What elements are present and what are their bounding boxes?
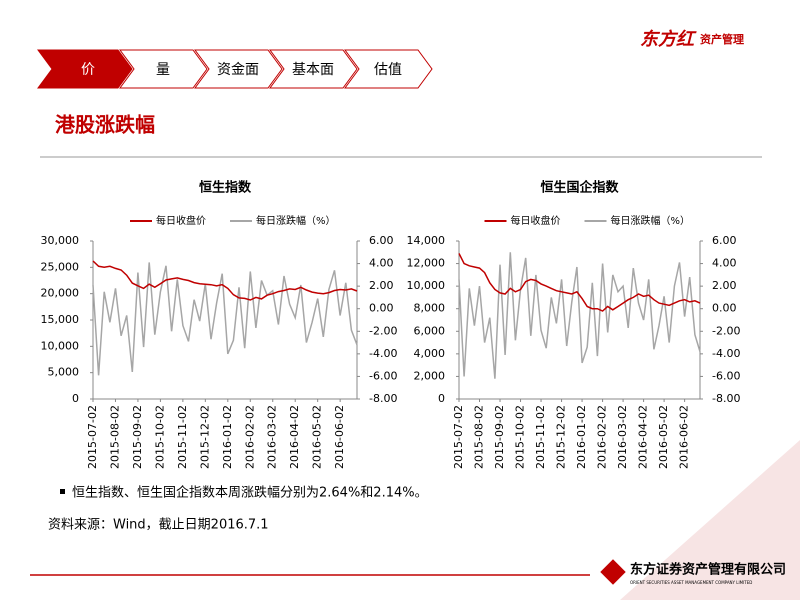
x-tick-label: 2016-01-02 bbox=[221, 405, 234, 469]
y2-tick-label: -4.00 bbox=[712, 347, 740, 360]
decor bbox=[620, 440, 800, 600]
logo-sub: 资产管理 bbox=[700, 32, 744, 46]
y2-tick-label: 2.00 bbox=[369, 279, 394, 292]
y2-tick-label: 4.00 bbox=[369, 257, 394, 270]
y2-tick-label: -6.00 bbox=[712, 369, 740, 382]
bullet bbox=[60, 489, 65, 494]
heading: 港股涨跌幅 bbox=[55, 113, 155, 137]
x-tick-label: 2015-11-02 bbox=[534, 405, 547, 469]
legend-label: 每日收盘价 bbox=[511, 214, 561, 227]
nav-label: 价 bbox=[81, 62, 95, 78]
y-tick-label: 15,000 bbox=[41, 313, 80, 326]
company: 东方证券资产管理有限公司 bbox=[630, 562, 786, 578]
x-tick-label: 2016-06-02 bbox=[333, 405, 346, 469]
x-tick-label: 2015-07-02 bbox=[452, 405, 465, 469]
y-tick-label: 12,000 bbox=[407, 257, 446, 270]
y-tick-label: 8,000 bbox=[414, 302, 446, 315]
series-line bbox=[458, 252, 701, 379]
x-tick-label: 2015-11-02 bbox=[176, 405, 189, 469]
nav-label: 基本面 bbox=[292, 61, 334, 78]
y-tick-label: 30,000 bbox=[41, 234, 80, 247]
series-line bbox=[92, 260, 358, 301]
x-tick-label: 2016-02-02 bbox=[596, 405, 609, 469]
x-tick-label: 2016-03-02 bbox=[266, 405, 279, 469]
x-tick-label: 2016-02-02 bbox=[243, 405, 256, 469]
nav-tab[interactable] bbox=[37, 49, 133, 89]
x-tick-label: 2015-09-02 bbox=[493, 405, 506, 469]
x-tick-label: 2016-01-02 bbox=[575, 405, 588, 469]
y2-tick-label: 6.00 bbox=[712, 234, 737, 247]
y-tick-label: 2,000 bbox=[414, 369, 446, 382]
y2-tick-label: 4.00 bbox=[712, 257, 737, 270]
series-line bbox=[92, 262, 358, 376]
y2-tick-label: 0.00 bbox=[369, 302, 394, 315]
y2-tick-label: -2.00 bbox=[712, 324, 740, 337]
y-tick-label: 0 bbox=[72, 392, 79, 405]
series-line bbox=[458, 253, 701, 312]
y-tick-label: 20,000 bbox=[41, 287, 80, 300]
nav-label: 量 bbox=[156, 62, 170, 78]
x-tick-label: 2016-04-02 bbox=[637, 405, 650, 469]
y2-tick-label: 6.00 bbox=[369, 234, 394, 247]
x-tick-label: 2015-08-02 bbox=[108, 405, 121, 469]
source: 资料来源：Wind，截止日期2016.7.1 bbox=[48, 518, 269, 533]
x-tick-label: 2015-10-02 bbox=[514, 405, 527, 469]
x-tick-label: 2015-10-02 bbox=[153, 405, 166, 469]
nav-tab[interactable] bbox=[194, 49, 283, 89]
nav-label: 估值 bbox=[374, 62, 402, 78]
y2-tick-label: 0.00 bbox=[712, 302, 737, 315]
y-tick-label: 10,000 bbox=[407, 279, 446, 292]
x-tick-label: 2015-09-02 bbox=[131, 405, 144, 469]
y2-tick-label: -2.00 bbox=[369, 324, 397, 337]
legend-label: 每日收盘价 bbox=[156, 214, 206, 227]
x-tick-label: 2015-08-02 bbox=[473, 405, 486, 469]
nav-tab[interactable] bbox=[344, 49, 433, 89]
x-tick-label: 2016-03-02 bbox=[616, 405, 629, 469]
nav: 价 量 资金面 基本面 估值 bbox=[37, 49, 433, 89]
nav-label: 资金面 bbox=[217, 62, 259, 78]
y2-tick-label: -4.00 bbox=[369, 347, 397, 360]
y-tick-label: 14,000 bbox=[407, 234, 446, 247]
y-tick-label: 10,000 bbox=[41, 339, 80, 352]
x-tick-label: 2015-12-02 bbox=[198, 405, 211, 469]
y2-tick-label: -6.00 bbox=[369, 369, 397, 382]
y-tick-label: 25,000 bbox=[41, 260, 80, 273]
footer-logo bbox=[600, 559, 626, 585]
legend-label: 每日涨跌幅（%） bbox=[611, 214, 691, 227]
x-tick-label: 2015-07-02 bbox=[86, 405, 99, 469]
y2-tick-label: -8.00 bbox=[712, 392, 740, 405]
chart-title: 恒生指数 bbox=[199, 180, 252, 196]
legend-label: 每日涨跌幅（%） bbox=[256, 214, 336, 227]
nav-tab[interactable] bbox=[269, 49, 358, 89]
y-tick-label: 4,000 bbox=[414, 347, 446, 360]
x-tick-label: 2015-12-02 bbox=[555, 405, 568, 469]
x-tick-label: 2016-05-02 bbox=[311, 405, 324, 469]
y2-tick-label: -8.00 bbox=[369, 392, 397, 405]
x-tick-label: 2016-04-02 bbox=[288, 405, 301, 469]
y-tick-label: 5,000 bbox=[48, 366, 80, 379]
x-tick-label: 2016-06-02 bbox=[678, 405, 691, 469]
nav-tab[interactable] bbox=[119, 49, 208, 89]
y-tick-label: 6,000 bbox=[414, 324, 446, 337]
y-tick-label: 0 bbox=[438, 392, 445, 405]
x-tick-label: 2016-05-02 bbox=[657, 405, 670, 469]
y2-tick-label: 2.00 bbox=[712, 279, 737, 292]
chart-title: 恒生国企指数 bbox=[540, 180, 619, 196]
logo: 东方红 bbox=[640, 29, 697, 50]
company-en: ORIENT SECURITIES ASSET MANAGEMENT COMPA… bbox=[630, 580, 752, 585]
note: 恒生指数、恒生国企指数本周涨跌幅分别为2.64%和2.14%。 bbox=[72, 485, 428, 501]
